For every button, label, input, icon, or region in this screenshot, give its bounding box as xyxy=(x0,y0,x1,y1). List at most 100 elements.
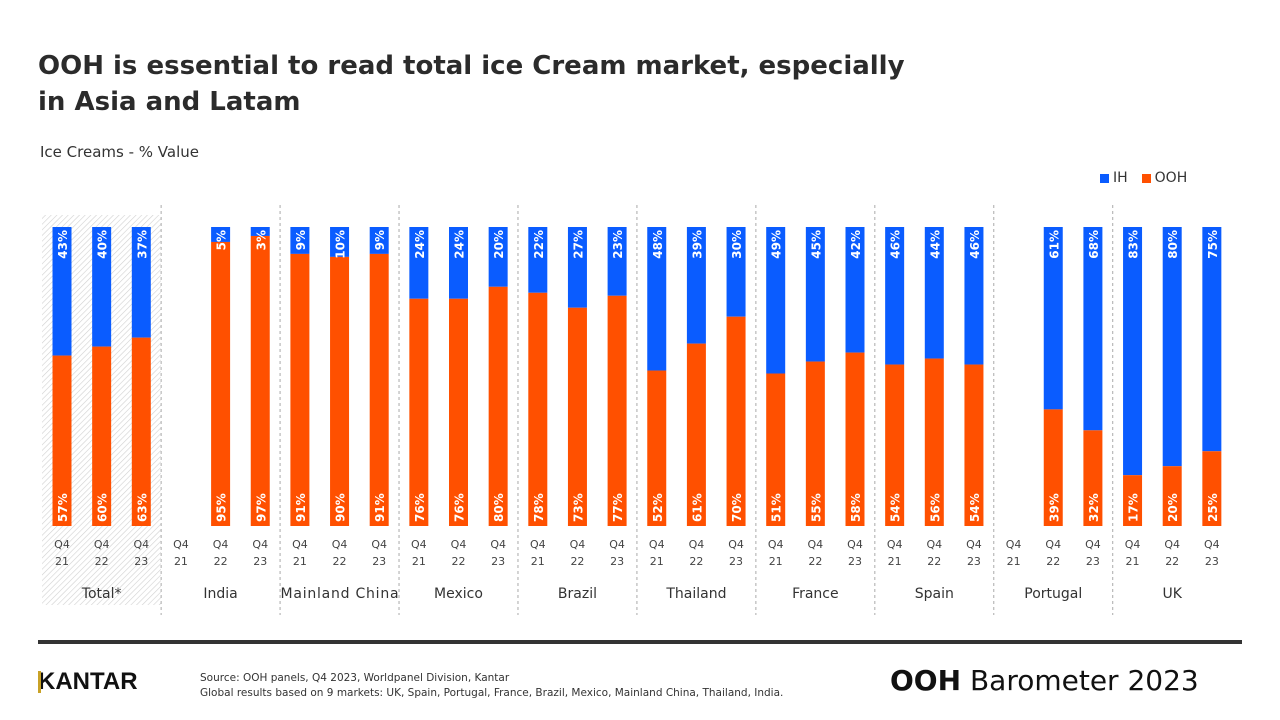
bar-ih xyxy=(964,227,984,365)
label-ih: 24% xyxy=(413,230,427,259)
bar-ih xyxy=(766,227,786,374)
tick-label-quarter: Q4 xyxy=(213,538,229,551)
bar-ooh xyxy=(726,316,746,526)
tick-label-quarter: Q4 xyxy=(1204,538,1220,551)
legend-ooh: OOH xyxy=(1141,170,1187,186)
tick-label-quarter: Q4 xyxy=(808,538,824,551)
bar-ooh xyxy=(131,337,151,526)
bar-ooh xyxy=(488,286,508,526)
label-ooh: 32% xyxy=(1087,493,1101,522)
tick-label-quarter: Q4 xyxy=(768,538,784,551)
label-ih: 22% xyxy=(532,230,546,259)
bar-ooh xyxy=(1162,466,1182,526)
tick-label-quarter: Q4 xyxy=(1045,538,1061,551)
bar-ih xyxy=(686,227,706,344)
chart-subtitle: Ice Creams - % Value xyxy=(40,143,199,161)
tick-label-year: 21 xyxy=(293,555,307,568)
tick-label-quarter: Q4 xyxy=(451,538,467,551)
label-ih: 45% xyxy=(809,230,823,259)
bar-ooh xyxy=(290,253,310,526)
tick-label-year: 21 xyxy=(769,555,783,568)
label-ooh: 17% xyxy=(1127,493,1141,522)
bar-ih xyxy=(211,227,231,242)
tick-label-year: 22 xyxy=(214,555,228,568)
tick-label-year: 23 xyxy=(491,555,505,568)
legend-swatch-ooh xyxy=(1141,173,1151,183)
bar-ih xyxy=(805,227,825,362)
bar-ooh xyxy=(766,373,786,526)
tick-label-quarter: Q4 xyxy=(411,538,427,551)
bar-ooh xyxy=(686,343,706,526)
bar-ih xyxy=(290,227,310,254)
tick-label-quarter: Q4 xyxy=(252,538,268,551)
group-label: France xyxy=(792,586,839,602)
label-ooh: 91% xyxy=(373,493,387,522)
label-ih: 9% xyxy=(294,230,308,250)
tick-label-year: 22 xyxy=(1046,555,1060,568)
label-ooh: 39% xyxy=(1047,493,1061,522)
label-ooh: 54% xyxy=(968,493,982,522)
bar-ooh xyxy=(449,298,468,526)
legend-label: IH xyxy=(1113,170,1128,186)
tick-label-year: 23 xyxy=(1086,555,1100,568)
group-label: Spain xyxy=(915,586,954,602)
tick-label-year: 22 xyxy=(570,555,584,568)
bar-ih xyxy=(567,227,587,308)
tick-label-year: 21 xyxy=(531,555,545,568)
tick-label-quarter: Q4 xyxy=(94,538,110,551)
label-ooh: 55% xyxy=(809,493,823,522)
tick-label-quarter: Q4 xyxy=(332,538,348,551)
tick-label-year: 23 xyxy=(253,555,267,568)
label-ih: 23% xyxy=(611,230,625,259)
markets-line: Global results based on 9 markets: UK, S… xyxy=(200,687,784,699)
label-ooh: 20% xyxy=(1166,493,1180,522)
tick-label-quarter: Q4 xyxy=(966,538,982,551)
tick-label-year: 21 xyxy=(650,555,664,568)
label-ih: 43% xyxy=(56,230,70,259)
tick-label-quarter: Q4 xyxy=(689,538,705,551)
bar-ih xyxy=(369,227,389,254)
tick-label-year: 23 xyxy=(848,555,862,568)
tick-label-year: 23 xyxy=(134,555,148,568)
tick-label-year: 21 xyxy=(888,555,902,568)
bar-ih xyxy=(607,227,627,296)
source-note: Source: OOH panels, Q4 2023, Worldpanel … xyxy=(200,671,783,701)
bar-ih xyxy=(488,227,508,287)
tick-label-quarter: Q4 xyxy=(54,538,70,551)
tick-label-year: 22 xyxy=(808,555,822,568)
bar-ooh xyxy=(52,355,72,526)
bar-ih xyxy=(250,227,270,236)
group-label: Thailand xyxy=(665,586,726,602)
label-ih: 48% xyxy=(651,230,665,259)
stacked-bar-chart: 57% 43% Q4 21 60% 40% Q4 22 63% 37% Q4 23 Total* Q4 21… xyxy=(42,205,1222,615)
label-ih: 42% xyxy=(849,230,863,259)
tick-label-quarter: Q4 xyxy=(570,538,586,551)
tick-label-year: 22 xyxy=(927,555,941,568)
legend: IH OOH xyxy=(1100,170,1187,186)
bar-ooh xyxy=(924,358,944,526)
label-ih: 68% xyxy=(1087,230,1101,259)
label-ih: 37% xyxy=(135,230,149,259)
tick-label-year: 23 xyxy=(967,555,981,568)
label-ooh: 95% xyxy=(215,493,229,522)
bar-ih xyxy=(409,227,429,299)
label-ooh: 97% xyxy=(254,493,268,522)
bar-ooh xyxy=(845,352,865,526)
tick-label-quarter: Q4 xyxy=(926,538,942,551)
bar-ih xyxy=(528,227,548,293)
bar-ih xyxy=(1123,227,1143,476)
bar-ih xyxy=(92,227,112,347)
label-ooh: 25% xyxy=(1206,493,1220,522)
bar-ih xyxy=(449,227,468,299)
tick-label-year: 23 xyxy=(372,555,386,568)
bar-ooh xyxy=(567,307,587,526)
bar-ooh xyxy=(250,235,270,526)
bar-ooh xyxy=(885,364,905,526)
bar-ooh xyxy=(92,346,112,526)
tick-label-quarter: Q4 xyxy=(490,538,506,551)
bar-ooh xyxy=(211,241,231,526)
tick-label-year: 22 xyxy=(333,555,347,568)
tick-label-year: 23 xyxy=(1205,555,1219,568)
bar-ooh xyxy=(964,364,984,526)
label-ooh: 77% xyxy=(611,493,625,522)
